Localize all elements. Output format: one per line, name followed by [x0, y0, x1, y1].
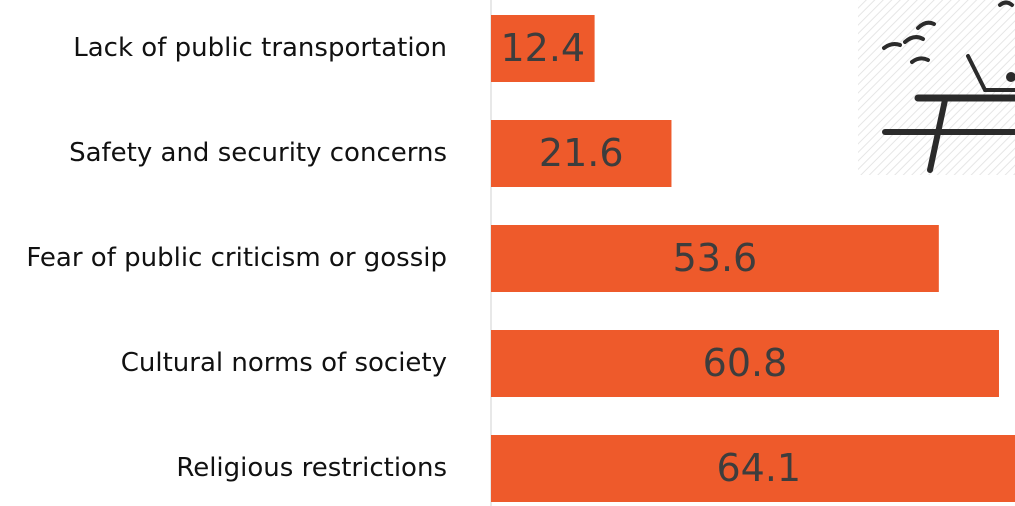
value-label: 21.6 — [539, 131, 624, 175]
chart: Lack of public transportation 12.4 Safety … — [0, 0, 1015, 506]
category-label: Fear of public criticism or gossip — [26, 243, 447, 273]
category-label: Cultural norms of society — [121, 348, 447, 378]
value-label: 60.8 — [703, 341, 788, 385]
category-label: Religious restrictions — [176, 453, 447, 483]
value-label: 12.4 — [500, 26, 585, 70]
category-label: Lack of public transportation — [73, 33, 447, 63]
illustration — [858, 0, 1015, 175]
category-label: Safety and security concerns — [69, 138, 447, 168]
page: Lack of public transportation 12.4 Safety … — [0, 0, 1015, 506]
value-label: 53.6 — [673, 236, 758, 280]
value-label: 64.1 — [716, 446, 801, 490]
